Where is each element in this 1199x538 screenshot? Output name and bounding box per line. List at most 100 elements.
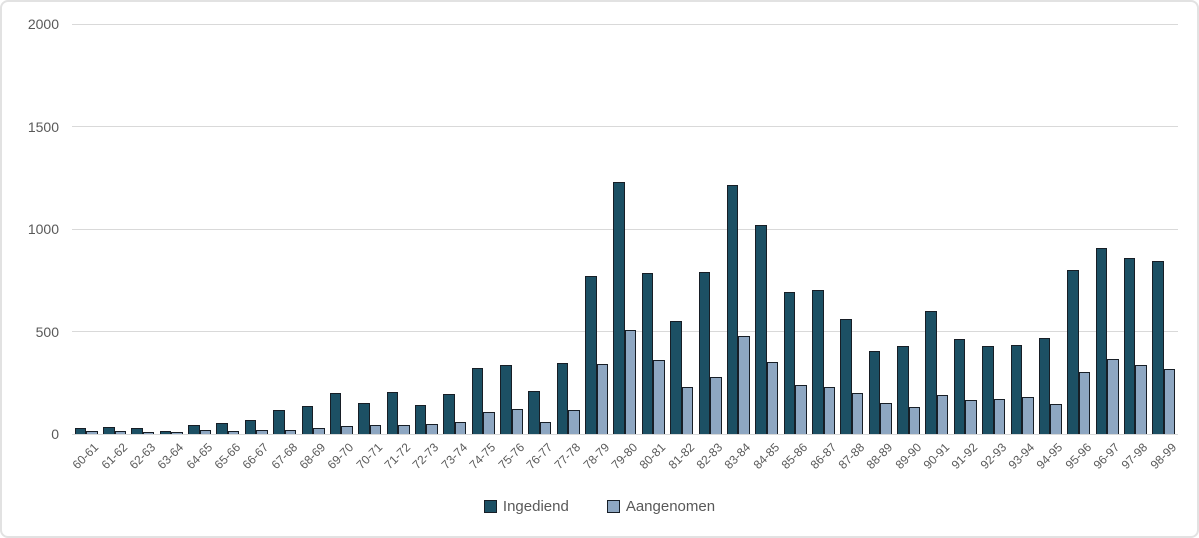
bar-ingediend-75-76[interactable] — [500, 365, 512, 434]
bar-aangenomen-61-62[interactable] — [114, 431, 127, 434]
bar-group-94-95 — [1036, 24, 1064, 434]
bar-aangenomen-84-85[interactable] — [766, 362, 779, 434]
y-axis-tick-label: 500 — [35, 323, 59, 340]
bar-ingediend-84-85[interactable] — [755, 225, 767, 434]
bar-aangenomen-76-77[interactable] — [539, 422, 552, 434]
bar-ingediend-93-94[interactable] — [1010, 345, 1023, 434]
bar-ingediend-88-89[interactable] — [868, 351, 881, 434]
bar-group-86-87 — [809, 24, 837, 434]
bar-aangenomen-95-96[interactable] — [1078, 372, 1091, 434]
bar-aangenomen-65-66[interactable] — [227, 431, 240, 434]
bar-ingediend-87-88[interactable] — [840, 319, 852, 434]
legend-item-ingediend[interactable]: Ingediend — [483, 498, 569, 515]
bar-aangenomen-93-94[interactable] — [1022, 397, 1034, 434]
bar-aangenomen-98-99[interactable] — [1163, 369, 1176, 434]
bar-ingediend-97-98[interactable] — [1123, 258, 1136, 434]
bar-ingediend-73-74[interactable] — [443, 394, 455, 434]
bar-aangenomen-62-63[interactable] — [142, 432, 155, 434]
bar-ingediend-90-91[interactable] — [925, 311, 937, 434]
bar-aangenomen-67-68[interactable] — [284, 430, 297, 434]
bar-ingediend-89-90[interactable] — [897, 346, 909, 434]
bar-aangenomen-70-71[interactable] — [369, 425, 382, 434]
bar-aangenomen-81-82[interactable] — [681, 387, 694, 434]
bar-ingediend-94-95[interactable] — [1038, 338, 1051, 434]
bar-aangenomen-71-72[interactable] — [398, 425, 410, 434]
bar-group-63-64 — [157, 24, 185, 434]
bar-ingediend-86-87[interactable] — [812, 290, 824, 434]
bar-aangenomen-91-92[interactable] — [965, 400, 977, 434]
bar-group-93-94 — [1008, 24, 1036, 434]
bar-aangenomen-79-80[interactable] — [624, 330, 637, 434]
bar-aangenomen-74-75[interactable] — [483, 412, 495, 434]
bar-aangenomen-69-70[interactable] — [341, 426, 353, 434]
bar-aangenomen-83-84[interactable] — [738, 336, 750, 434]
bar-aangenomen-77-78[interactable] — [568, 410, 580, 434]
bar-group-67-68 — [271, 24, 299, 434]
bar-group-82-83 — [696, 24, 724, 434]
bar-ingediend-76-77[interactable] — [528, 391, 540, 434]
bar-ingediend-85-86[interactable] — [783, 292, 796, 434]
bar-aangenomen-78-79[interactable] — [596, 364, 609, 434]
bar-aangenomen-75-76[interactable] — [511, 409, 524, 434]
bar-ingediend-74-75[interactable] — [471, 368, 484, 434]
bar-aangenomen-82-83[interactable] — [710, 377, 722, 434]
bar-aangenomen-60-61[interactable] — [86, 431, 98, 434]
bar-group-60-61 — [72, 24, 100, 434]
bar-ingediend-71-72[interactable] — [386, 392, 399, 434]
bar-ingediend-92-93[interactable] — [982, 346, 994, 434]
bar-aangenomen-68-69[interactable] — [313, 428, 325, 434]
bar-ingediend-98-99[interactable] — [1152, 261, 1164, 434]
bar-aangenomen-89-90[interactable] — [908, 407, 921, 434]
bar-ingediend-64-65[interactable] — [188, 425, 200, 434]
bar-aangenomen-87-88[interactable] — [851, 393, 864, 434]
bar-aangenomen-80-81[interactable] — [653, 360, 665, 434]
legend-item-aangenomen[interactable]: Aangenomen — [606, 498, 715, 515]
bar-aangenomen-72-73[interactable] — [426, 424, 438, 434]
bar-group-73-74 — [441, 24, 469, 434]
bar-ingediend-80-81[interactable] — [641, 273, 654, 434]
bar-ingediend-61-62[interactable] — [103, 427, 115, 434]
bar-aangenomen-97-98[interactable] — [1135, 365, 1147, 434]
bar-ingediend-96-97[interactable] — [1095, 248, 1108, 434]
bar-aangenomen-96-97[interactable] — [1107, 359, 1119, 434]
bar-aangenomen-64-65[interactable] — [199, 430, 212, 434]
bar-ingediend-65-66[interactable] — [216, 423, 228, 434]
bar-aangenomen-88-89[interactable] — [880, 403, 892, 434]
bar-ingediend-69-70[interactable] — [329, 393, 342, 434]
bar-aangenomen-66-67[interactable] — [256, 430, 268, 434]
bar-group-68-69 — [299, 24, 327, 434]
bar-ingediend-63-64[interactable] — [159, 431, 172, 434]
bar-ingediend-66-67[interactable] — [244, 420, 257, 434]
bar-group-75-76 — [497, 24, 525, 434]
bar-aangenomen-94-95[interactable] — [1050, 404, 1062, 434]
bar-ingediend-70-71[interactable] — [358, 403, 370, 434]
bar-ingediend-67-68[interactable] — [273, 410, 285, 434]
y-axis-tick-label: 0 — [51, 426, 59, 442]
bar-ingediend-83-84[interactable] — [726, 185, 739, 434]
bar-ingediend-78-79[interactable] — [585, 276, 597, 434]
bar-group-65-66 — [214, 24, 242, 434]
bar-aangenomen-92-93[interactable] — [993, 399, 1006, 434]
bar-ingediend-95-96[interactable] — [1067, 270, 1079, 434]
bar-group-87-88 — [838, 24, 866, 434]
bar-group-61-62 — [100, 24, 128, 434]
bar-ingediend-79-80[interactable] — [613, 182, 625, 434]
bar-aangenomen-90-91[interactable] — [936, 395, 949, 434]
bar-ingediend-62-63[interactable] — [131, 428, 143, 434]
bar-group-70-71 — [356, 24, 384, 434]
bar-group-64-65 — [185, 24, 213, 434]
bar-group-81-82 — [668, 24, 696, 434]
bar-ingediend-77-78[interactable] — [556, 363, 569, 434]
bar-aangenomen-63-64[interactable] — [171, 432, 183, 434]
bar-ingediend-82-83[interactable] — [698, 272, 711, 434]
bar-aangenomen-85-86[interactable] — [795, 385, 807, 434]
bar-ingediend-72-73[interactable] — [414, 405, 427, 434]
bar-ingediend-68-69[interactable] — [301, 406, 314, 434]
bar-aangenomen-73-74[interactable] — [454, 422, 467, 434]
y-axis-tick-label: 1500 — [27, 118, 59, 135]
bar-ingediend-81-82[interactable] — [670, 321, 682, 434]
bar-aangenomen-86-87[interactable] — [823, 387, 835, 434]
bar-ingediend-60-61[interactable] — [74, 428, 87, 434]
chart-legend: Ingediend Aangenomen — [2, 498, 1197, 515]
bar-ingediend-91-92[interactable] — [953, 339, 966, 434]
